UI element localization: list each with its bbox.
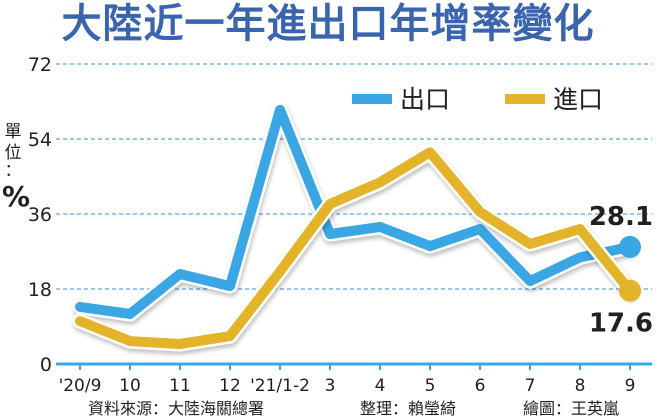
x-tick-label: 6 xyxy=(475,376,486,396)
legend-swatch xyxy=(352,94,392,104)
x-tick-label: 4 xyxy=(375,376,386,396)
compiled-by-credit: 整理：賴瑩綺 xyxy=(360,399,457,418)
x-tick-label: 11 xyxy=(169,376,191,396)
unit-char: 單 xyxy=(4,122,22,142)
x-tick-label: '21/1-2 xyxy=(250,376,310,396)
legend-swatch xyxy=(505,94,545,104)
unit-char: 位 xyxy=(4,143,22,163)
series-lines xyxy=(72,102,641,352)
legend-label: 出口 xyxy=(400,85,450,114)
x-tick-label: 9 xyxy=(625,376,636,396)
y-tick-label: 54 xyxy=(28,129,52,151)
x-tick-label: '20/9 xyxy=(59,376,102,396)
graphic-by-credit: 繪圖：王英嵐 xyxy=(523,399,620,418)
x-tick-label: 3 xyxy=(325,376,336,396)
y-axis-ticks: 0 18 36 54 72 xyxy=(28,54,52,376)
value-annotation: 17.6 xyxy=(589,309,653,339)
x-tick-label: 10 xyxy=(119,376,141,396)
end-point-marker xyxy=(619,279,641,302)
series-import xyxy=(72,144,641,352)
end-value-annotations: 28.1 17.6 xyxy=(589,202,653,339)
y-tick-label: 36 xyxy=(28,204,52,226)
x-axis: '20/9 10 11 12 '21/1-2 3 4 5 6 7 8 9 xyxy=(56,362,652,396)
y-tick-label: 0 xyxy=(40,354,52,376)
value-annotation: 28.1 xyxy=(589,202,653,232)
x-tick-label: 12 xyxy=(219,376,241,396)
y-tick-label: 18 xyxy=(28,279,52,301)
unit-char: ： xyxy=(4,161,22,181)
chart-title: 大陸近一年進出口年增率變化 xyxy=(61,1,595,47)
source-credit: 資料來源：大陸海關總署 xyxy=(88,399,265,418)
series-export xyxy=(72,102,641,322)
series-line xyxy=(75,147,635,349)
legend-label: 進口 xyxy=(553,85,603,114)
x-tick-label: 5 xyxy=(425,376,436,396)
y-tick-label: 72 xyxy=(28,54,52,76)
legend: 出口 進口 xyxy=(352,85,603,114)
credits: 資料來源：大陸海關總署 整理：賴瑩綺 繪圖：王英嵐 xyxy=(0,395,656,418)
x-tick-label: 7 xyxy=(525,376,536,396)
end-point-marker xyxy=(619,235,641,258)
series-line xyxy=(75,104,635,319)
x-tick-label: 8 xyxy=(575,376,586,396)
